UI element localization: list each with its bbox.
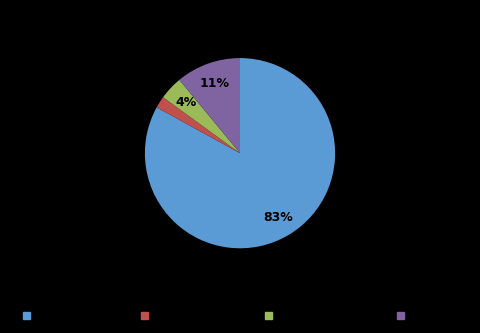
Wedge shape — [180, 58, 240, 153]
Legend: Wages & Salaries, Employee Benefits, Operating Expenses, Safety Net: Wages & Salaries, Employee Benefits, Ope… — [19, 307, 461, 325]
Text: 4%: 4% — [175, 96, 196, 109]
Wedge shape — [163, 80, 240, 153]
Text: 11%: 11% — [200, 77, 230, 90]
Wedge shape — [145, 58, 335, 248]
Text: 83%: 83% — [263, 210, 293, 223]
Wedge shape — [156, 97, 240, 153]
